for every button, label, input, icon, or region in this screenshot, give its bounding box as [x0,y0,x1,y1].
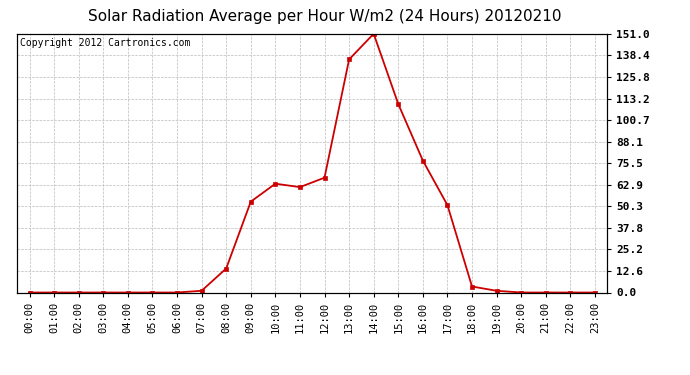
Text: Copyright 2012 Cartronics.com: Copyright 2012 Cartronics.com [20,38,190,48]
Text: Solar Radiation Average per Hour W/m2 (24 Hours) 20120210: Solar Radiation Average per Hour W/m2 (2… [88,9,561,24]
